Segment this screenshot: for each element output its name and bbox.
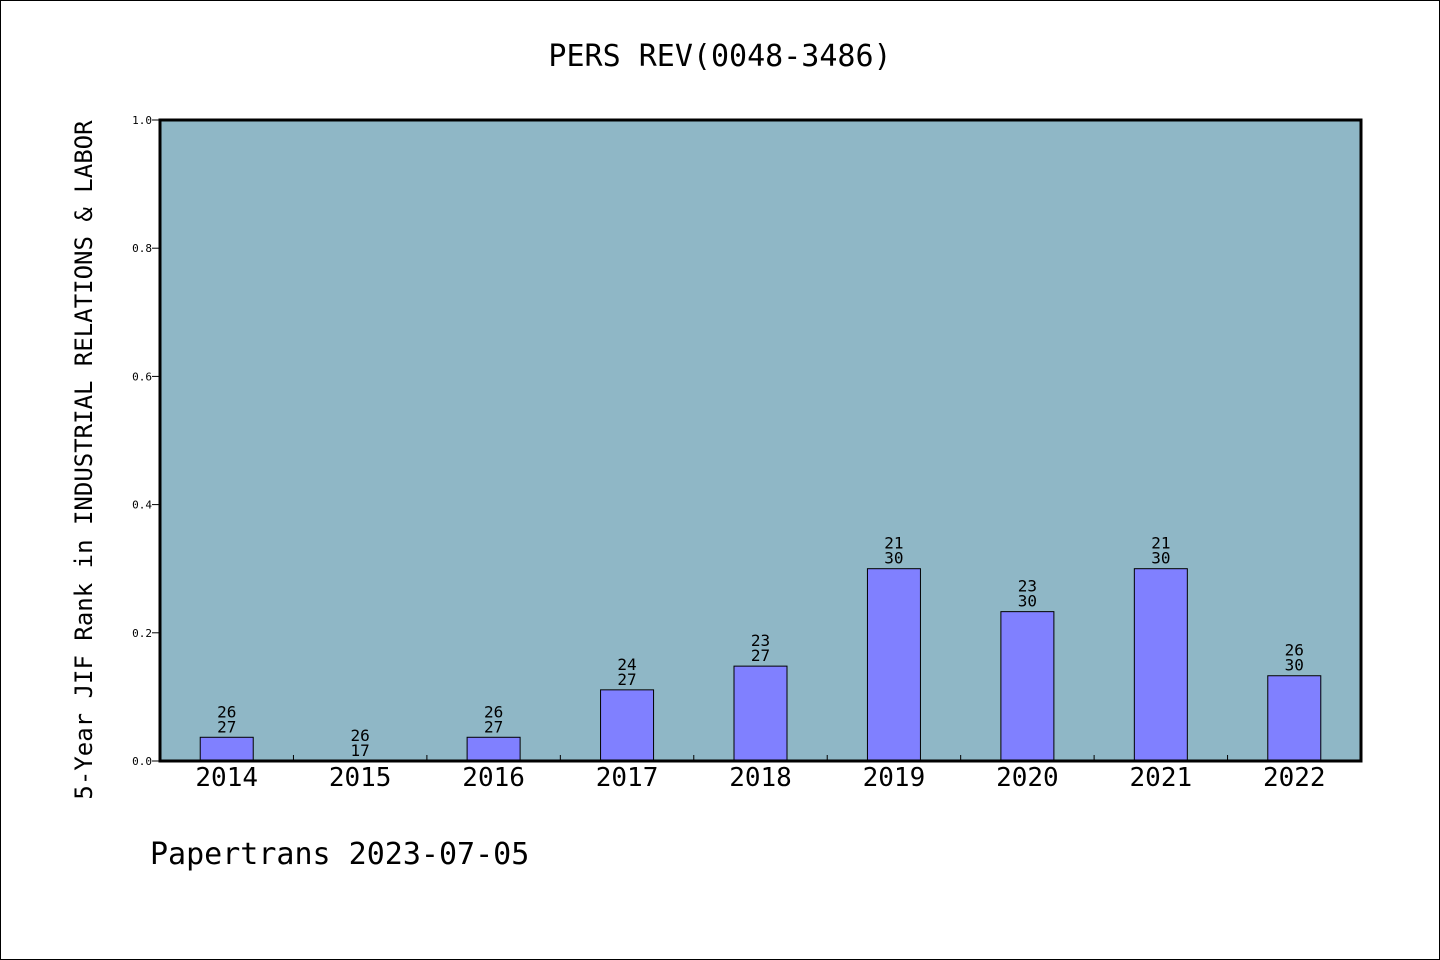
bar-label-total: 30 [1151, 549, 1170, 568]
y-axis-label: 5-Year JIF Rank in INDUSTRIAL RELATIONS … [70, 120, 98, 800]
bar [466, 736, 521, 762]
bar-label-total: 27 [217, 717, 236, 736]
y-tick-label: 0.8 [132, 242, 152, 255]
y-tick-label: 0.2 [132, 627, 152, 640]
x-tick-label: 2020 [996, 763, 1059, 793]
bar-label-rank: 26 [351, 726, 370, 745]
y-tick-label: 1.0 [132, 114, 152, 127]
bar-label-total: 27 [617, 670, 636, 689]
bar-label-total: 30 [1285, 656, 1304, 675]
x-tick-label: 2022 [1263, 763, 1326, 793]
bar [733, 665, 788, 762]
bar-label-rank: 26 [1285, 641, 1304, 660]
x-tick-label: 2015 [329, 763, 392, 793]
bar-label-rank: 24 [617, 655, 636, 674]
x-axis: 2014 2015 2016 2017 2018 2019 2020 2021 2022 [195, 755, 1326, 793]
x-tick-label: 2018 [729, 763, 792, 793]
bar-label-rank: 23 [1018, 577, 1037, 596]
bars [199, 568, 1322, 762]
footer-text: Papertrans 2023-07-05 [150, 837, 529, 872]
bar [600, 689, 655, 762]
bar-label-rank: 26 [217, 702, 236, 721]
bar [866, 568, 921, 762]
bar-label-rank: 21 [1151, 534, 1170, 553]
y-tick-label: 0.0 [132, 755, 152, 768]
y-axis: 0.0 0.2 0.4 0.6 0.8 1.0 [132, 114, 160, 768]
bar-label-total: 17 [351, 741, 370, 760]
y-tick-label: 0.4 [132, 499, 152, 512]
chart-title: PERS REV(0048-3486) [548, 39, 891, 74]
x-tick-label: 2016 [462, 763, 525, 793]
bar-label-rank: 21 [884, 534, 903, 553]
x-tick-label: 2014 [195, 763, 258, 793]
bar-label-total: 27 [484, 717, 503, 736]
y-tick-label: 0.6 [132, 370, 152, 383]
x-tick-label: 2017 [596, 763, 659, 793]
x-tick-label: 2021 [1130, 763, 1193, 793]
bar [199, 736, 254, 762]
bar-label-total: 30 [1018, 592, 1037, 611]
plot-border [158, 118, 1363, 763]
bar-label-rank: 26 [484, 702, 503, 721]
x-tick-label: 2019 [863, 763, 926, 793]
bar [1000, 611, 1055, 762]
bar-label-rank: 23 [751, 631, 770, 650]
bar-label-total: 30 [884, 549, 903, 568]
bar [1267, 675, 1322, 762]
bar-label-total: 27 [751, 646, 770, 665]
bar [1133, 568, 1188, 762]
